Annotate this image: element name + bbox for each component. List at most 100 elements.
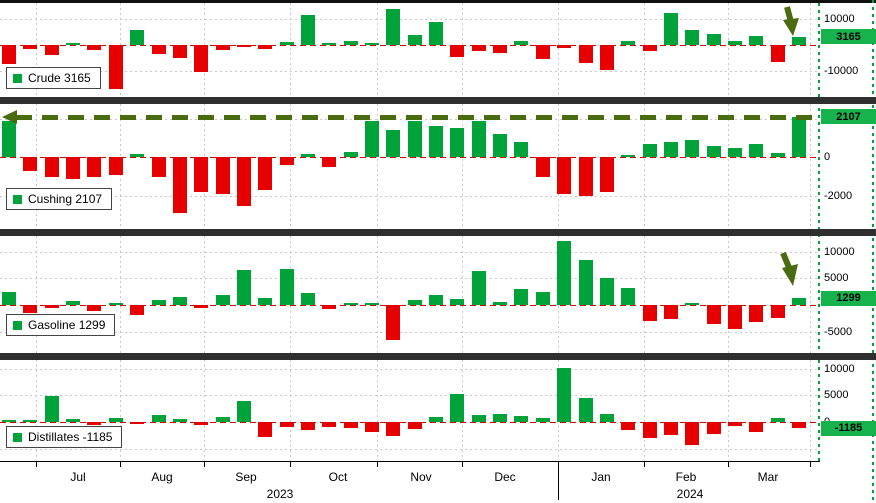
down-arrow-icon	[780, 251, 798, 286]
legend-swatch-crude-icon	[13, 73, 22, 83]
cushing-bar-week-12	[236, 157, 251, 206]
gasoline-bar-week-14	[279, 268, 294, 306]
gridline-vertical	[36, 3, 37, 97]
legend-crude[interactable]: Crude 3165	[6, 67, 101, 89]
month-label-nov: Nov	[410, 470, 432, 484]
crude-bar-week-34	[706, 33, 721, 45]
x-tick	[204, 462, 205, 467]
panel-cushing[interactable]: Cushing 2107	[0, 104, 820, 229]
crude-bar-week-32	[663, 13, 678, 45]
x-tick	[728, 462, 729, 467]
panel-separator	[0, 97, 876, 104]
gridline-vertical	[644, 360, 645, 461]
x-tick	[377, 462, 378, 467]
year-label-2024: 2024	[676, 487, 704, 501]
gridline-vertical	[728, 3, 729, 97]
distillates-bar-week-36	[749, 422, 764, 433]
gasoline-bar-week-10	[194, 305, 209, 309]
cushing-bar-week-8	[151, 157, 166, 177]
gasoline-bar-week-36	[749, 305, 764, 323]
panel-crude[interactable]: Crude 3165	[0, 3, 820, 97]
distillates-bar-week-19	[386, 422, 401, 437]
cushing-last-value-box: 2107	[821, 109, 876, 124]
cushing-bar-week-32	[663, 141, 678, 158]
crude-bar-week-10	[194, 44, 209, 73]
distillates-bar-week-2	[23, 419, 38, 422]
crude-bar-week-36	[749, 36, 764, 45]
gasoline-ytick-5000: 5000	[824, 272, 849, 285]
gasoline-bar-week-21	[429, 294, 443, 306]
zero-line	[0, 422, 820, 423]
distillates-bar-week-13	[258, 422, 273, 437]
cushing-bar-week-30	[621, 155, 636, 158]
gasoline-bar-week-16	[322, 305, 337, 310]
gridline-vertical	[558, 3, 559, 97]
gasoline-bar-week-29	[599, 278, 614, 306]
gridline-horizontal	[0, 368, 820, 370]
distillates-bar-week-15	[300, 422, 315, 430]
x-tick	[120, 462, 121, 467]
distillates-bar-week-11	[215, 417, 230, 422]
cushing-bar-week-10	[194, 157, 209, 193]
cushing-bar-week-5	[87, 157, 102, 177]
crude-bar-week-18	[365, 43, 379, 45]
crude-bar-week-6	[108, 44, 123, 90]
distillates-bar-week-22	[450, 393, 465, 422]
zero-line	[0, 305, 820, 307]
cushing-bar-week-34	[706, 145, 721, 158]
cushing-bar-week-9	[172, 157, 187, 214]
legend-label-cushing: Cushing 2107	[28, 192, 103, 206]
gridline-vertical	[728, 236, 729, 353]
cushing-bar-week-14	[279, 157, 294, 166]
gasoline-last-value-box: 1299	[821, 290, 876, 306]
gridline-vertical	[377, 236, 378, 353]
legend-gasoline[interactable]: Gasoline 1299	[6, 314, 116, 336]
distillates-bar-week-26	[535, 417, 550, 422]
gasoline-bar-week-23	[471, 271, 486, 306]
legend-distillates[interactable]: Distillates -1185	[6, 426, 123, 448]
cushing-bar-week-38	[792, 116, 806, 158]
gasoline-bar-week-17	[343, 302, 358, 306]
distillates-bar-week-9	[172, 419, 187, 422]
panel-gasoline[interactable]: Gasoline 1299	[0, 236, 820, 353]
gasoline-bar-week-5	[87, 305, 102, 311]
legend-cushing[interactable]: Cushing 2107	[6, 188, 113, 210]
distillates-bar-week-31	[642, 422, 657, 438]
cushing-bar-week-29	[599, 157, 614, 193]
gasoline-bar-week-19	[386, 305, 401, 341]
crude-bar-week-33	[685, 30, 700, 45]
gridline-vertical	[644, 236, 645, 353]
cushing-bar-week-25	[514, 141, 529, 158]
distillates-bar-week-14	[279, 422, 294, 428]
gasoline-bar-week-9	[172, 297, 187, 306]
distillates-bar-week-32	[663, 422, 678, 436]
distillates-ytick-5000: 5000	[824, 389, 849, 402]
crude-bar-week-22	[450, 44, 465, 57]
gridline-vertical	[644, 104, 645, 229]
gridline-horizontal	[0, 18, 820, 20]
gasoline-bar-week-8	[151, 299, 166, 306]
gasoline-bar-week-6	[108, 302, 123, 306]
distillates-bar-week-38	[792, 422, 806, 429]
gasoline-bar-week-13	[258, 298, 273, 306]
gasoline-bar-week-30	[621, 288, 636, 306]
crude-bar-week-4	[66, 42, 81, 45]
distillates-bar-week-16	[322, 422, 337, 427]
down-arrow-icon	[783, 6, 799, 36]
gridline-vertical	[810, 104, 811, 229]
cushing-bar-week-4	[66, 157, 81, 179]
crude-ytick--10000: -10000	[824, 64, 859, 77]
cushing-bar-week-33	[685, 139, 700, 158]
month-label-jan: Jan	[591, 470, 611, 484]
distillates-bar-week-12	[236, 400, 251, 422]
cushing-bar-week-7	[130, 154, 145, 158]
distillates-bar-week-10	[194, 422, 209, 426]
gasoline-ytick--5000: -5000	[824, 326, 853, 339]
gridline-vertical	[462, 104, 463, 229]
gridline-horizontal	[0, 395, 820, 397]
gasoline-bar-week-32	[663, 305, 678, 320]
x-tick	[810, 462, 811, 467]
crude-bar-week-23	[471, 44, 486, 52]
distillates-bar-week-24	[493, 414, 508, 422]
panel-distillates[interactable]: Distillates -1185	[0, 360, 820, 461]
